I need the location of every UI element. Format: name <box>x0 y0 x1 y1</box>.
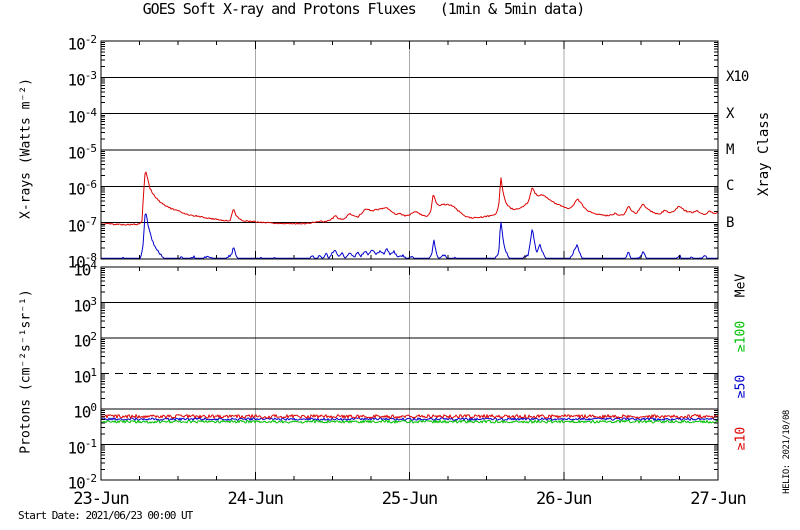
xray-class-label: C <box>726 178 735 195</box>
y-tick-label: 10-5 <box>67 142 97 163</box>
helio-watermark: HELIO: 2021/10/08 <box>782 410 792 494</box>
x-tick-label: 26-Jun <box>536 489 592 509</box>
y-tick-label: 10-7 <box>67 214 97 235</box>
protons-ge10-series <box>100 414 719 419</box>
x-tick-label: 24-Jun <box>227 489 284 509</box>
xray-class-label: X <box>726 105 735 122</box>
y-tick-label: 10-4 <box>67 105 97 126</box>
xray-class-axis-title: Xray Class <box>756 111 772 197</box>
chart-title: GOES Soft X-ray and Protons Fluxes (1min… <box>142 0 586 18</box>
x-tick-label: 27-Jun <box>690 489 746 509</box>
xray-class-label: X10 <box>726 69 749 86</box>
y-tick-label: 10-2 <box>67 472 97 493</box>
y-tick-label: 10-8 <box>67 251 97 272</box>
x-tick-label: 23-Jun <box>73 489 129 509</box>
xray-y-axis-title: X-rays (Watts m⁻²) <box>18 78 34 219</box>
xray-class-label: M <box>726 142 735 158</box>
y-tick-label: 100 <box>73 401 97 422</box>
protons-ge50-series <box>100 417 719 421</box>
y-tick-label: 10-2 <box>67 33 97 54</box>
x-tick-label: 25-Jun <box>381 489 438 509</box>
xray-long-series <box>100 171 719 226</box>
y-tick-label: 102 <box>73 330 97 351</box>
xray-class-label: B <box>726 214 735 231</box>
proton-y-axis-title: Protons (cm⁻²s⁻¹sr⁻¹) <box>18 289 34 454</box>
start-date-label: Start Date: 2021/06/23 00:00 UT <box>18 509 193 522</box>
proton-ge10-label: ≥10 <box>733 426 749 451</box>
protons-ge100-series <box>100 419 719 424</box>
y-tick-label: 10-3 <box>67 69 97 90</box>
y-tick-label: 10-1 <box>67 436 97 457</box>
y-tick-label: 10-6 <box>67 178 97 199</box>
y-tick-label: 104 <box>73 259 97 280</box>
y-tick-label: 101 <box>73 365 97 386</box>
y-tick-label: 103 <box>73 294 97 315</box>
